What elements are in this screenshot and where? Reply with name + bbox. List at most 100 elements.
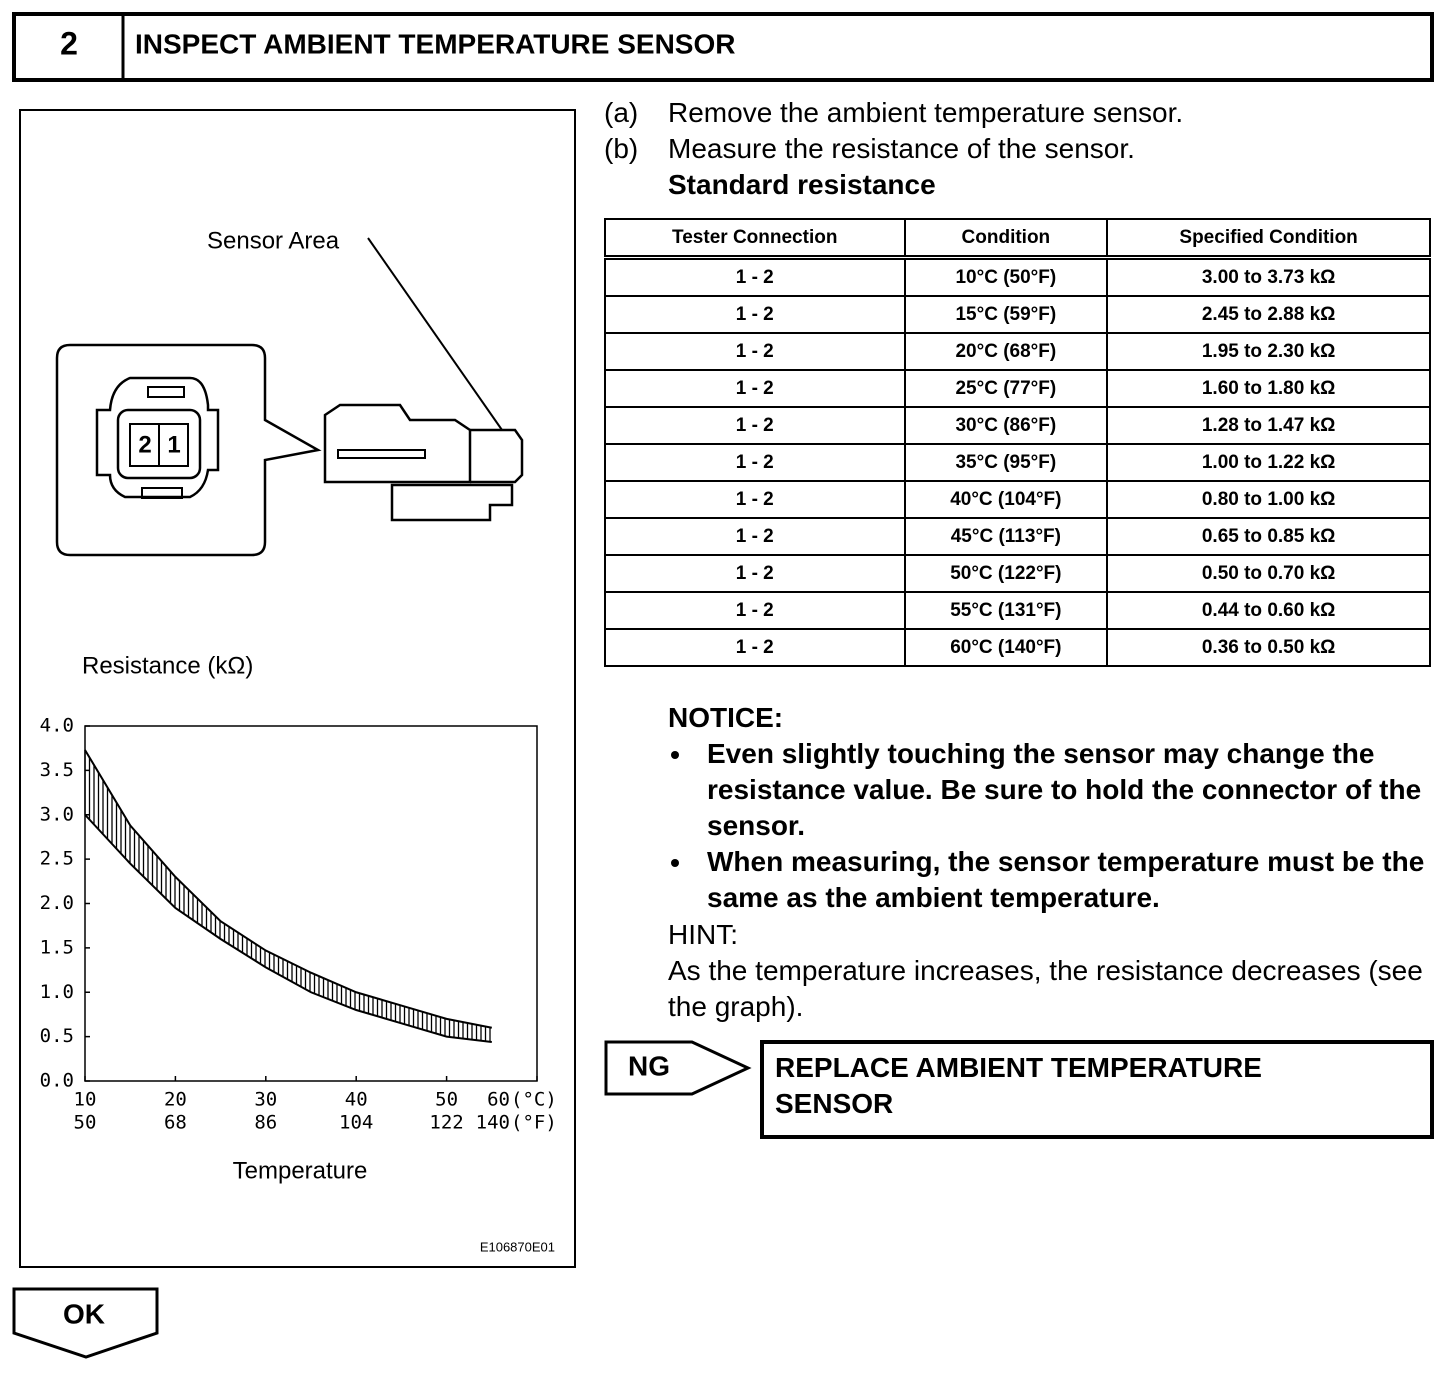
table-header: Tester Connection Condition Specified Cond… xyxy=(604,218,1431,260)
header-cell: Tester Connection xyxy=(604,218,906,260)
leader-line xyxy=(367,237,503,431)
x-tick-label: 20 xyxy=(164,1089,187,1111)
notice-item: When measuring, the sensor temperature m… xyxy=(707,846,1425,913)
x-axis-label: Temperature xyxy=(233,1157,368,1184)
standard-label: Standard resistance xyxy=(668,169,936,200)
x-tick-label: 50 xyxy=(435,1089,458,1111)
sensor-body xyxy=(323,403,472,484)
cavity xyxy=(116,408,202,480)
y-tick-label: 3.5 xyxy=(40,759,74,781)
table-cell: 1 - 2 xyxy=(604,517,906,556)
step-text: Remove the ambient temperature sensor. xyxy=(668,97,1184,128)
table-cell: 0.44 to 0.60 kΩ xyxy=(1106,591,1431,630)
hint-title: HINT: xyxy=(668,919,738,950)
table-row: 1 - 2 55°C (131°F) 0.44 to 0.60 kΩ xyxy=(604,591,1431,630)
ok-arrow xyxy=(12,1287,159,1359)
table-row: 1 - 2 10°C (50°F) 3.00 to 3.73 kΩ xyxy=(604,256,1431,297)
table-cell: 25°C (77°F) xyxy=(903,369,1109,408)
table-cell: 0.80 to 1.00 kΩ xyxy=(1106,480,1431,519)
spec-table: Tester Connection Condition Specified Cond… xyxy=(604,218,1431,667)
table-cell: 50°C (122°F) xyxy=(903,554,1109,593)
table-cell: 30°C (86°F) xyxy=(903,406,1109,445)
table-cell: 3.00 to 3.73 kΩ xyxy=(1106,256,1431,297)
y-tick-label: 0.5 xyxy=(40,1025,74,1047)
table-cell: 40°C (104°F) xyxy=(903,480,1109,519)
y-axis-label: Resistance (kΩ) xyxy=(82,652,253,679)
x2-tick-label: 140 xyxy=(476,1112,510,1134)
table-row: 1 - 2 20°C (68°F) 1.95 to 2.30 kΩ xyxy=(604,332,1431,371)
table-cell: 1 - 2 xyxy=(604,369,906,408)
sensor-tip xyxy=(470,428,524,484)
x2-tick-label: 86 xyxy=(254,1112,277,1134)
notice-item: Even slightly touching the sensor may ch… xyxy=(707,738,1422,841)
table-cell: 1 - 2 xyxy=(604,443,906,482)
header-cell: Condition xyxy=(903,218,1109,260)
table-row: 1 - 2 15°C (59°F) 2.45 to 2.88 kΩ xyxy=(604,295,1431,334)
table-cell: 1.00 to 1.22 kΩ xyxy=(1106,443,1431,482)
header-cell: Specified Condition xyxy=(1106,218,1431,260)
y-tick-label: 0.0 xyxy=(40,1070,74,1092)
x2-tick-label: 68 xyxy=(164,1112,187,1134)
header-box xyxy=(12,12,1434,82)
table-cell: 0.36 to 0.50 kΩ xyxy=(1106,628,1431,667)
x2-tick-label: 104 xyxy=(339,1112,373,1134)
connector xyxy=(95,376,220,499)
table-cell: 1.28 to 1.47 kΩ xyxy=(1106,406,1431,445)
table-cell: 1 - 2 xyxy=(604,295,906,334)
latch xyxy=(147,386,185,398)
ng-action-box xyxy=(760,1040,1434,1139)
y-tick-label: 2.0 xyxy=(40,892,74,914)
pin-label: 1 xyxy=(167,431,180,458)
table-cell: 1 - 2 xyxy=(604,554,906,593)
x-tick-label: 30 xyxy=(254,1089,277,1111)
y-tick-label: 2.5 xyxy=(40,848,74,870)
table-cell: 60°C (140°F) xyxy=(903,628,1109,667)
ok-label: OK xyxy=(63,1298,105,1329)
table-row: 1 - 2 30°C (86°F) 1.28 to 1.47 kΩ xyxy=(604,406,1431,445)
bullet xyxy=(671,751,679,759)
x2-tick-label: 50 xyxy=(74,1112,97,1134)
sensor-base xyxy=(390,483,514,522)
table-cell: 1 - 2 xyxy=(604,406,906,445)
table-cell: 1.95 to 2.30 kΩ xyxy=(1106,332,1431,371)
y-tick-label: 1.5 xyxy=(40,936,74,958)
ng-label: NG xyxy=(628,1050,670,1081)
step-number: 2 xyxy=(60,25,78,61)
step-label: (b) xyxy=(604,133,639,164)
table-cell: 1 - 2 xyxy=(604,591,906,630)
x-tick-label: 10 xyxy=(74,1089,97,1111)
chart: Resistance (kΩ) Temperature 0.0 0.5 1.0 1.5 2.… xyxy=(40,652,557,1184)
table-cell: 1 - 2 xyxy=(604,628,906,667)
table-row: 1 - 2 60°C (140°F) 0.36 to 0.50 kΩ xyxy=(604,628,1431,667)
table-cell: 0.50 to 0.70 kΩ xyxy=(1106,554,1431,593)
table-cell: 1.60 to 1.80 kΩ xyxy=(1106,369,1431,408)
table-cell: 10°C (50°F) xyxy=(903,256,1109,297)
callout xyxy=(55,343,322,557)
band-edge xyxy=(84,814,492,1043)
figure-box xyxy=(19,109,576,1268)
ng-action: REPLACE AMBIENT TEMPERATURE SENSOR xyxy=(775,1052,1262,1119)
key xyxy=(141,487,183,499)
table-row: 1 - 2 40°C (104°F) 0.80 to 1.00 kΩ xyxy=(604,480,1431,519)
band-edge xyxy=(84,749,492,1029)
ng-arrow xyxy=(604,1040,752,1096)
bullet xyxy=(671,859,679,867)
table-row: 1 - 2 35°C (95°F) 1.00 to 1.22 kΩ xyxy=(604,443,1431,482)
table-row: 1 - 2 25°C (77°F) 1.60 to 1.80 kΩ xyxy=(604,369,1431,408)
y-tick-label: 3.0 xyxy=(40,803,74,825)
x2-tick-label: 122 xyxy=(429,1112,463,1134)
table-cell: 0.65 to 0.85 kΩ xyxy=(1106,517,1431,556)
sensor-label: Sensor Area xyxy=(207,227,340,254)
table-row: 1 - 2 50°C (122°F) 0.50 to 0.70 kΩ xyxy=(604,554,1431,593)
step-text: Measure the resistance of the sensor. xyxy=(668,133,1135,164)
x2-unit: (°F) xyxy=(511,1112,557,1134)
table-cell: 45°C (113°F) xyxy=(903,517,1109,556)
table-cell: 55°C (131°F) xyxy=(903,591,1109,630)
plot-frame xyxy=(84,725,538,1082)
table-cell: 1 - 2 xyxy=(604,332,906,371)
x-tick-label: 40 xyxy=(345,1089,368,1111)
y-tick-label: 4.0 xyxy=(40,715,74,737)
table-cell: 1 - 2 xyxy=(604,256,906,297)
